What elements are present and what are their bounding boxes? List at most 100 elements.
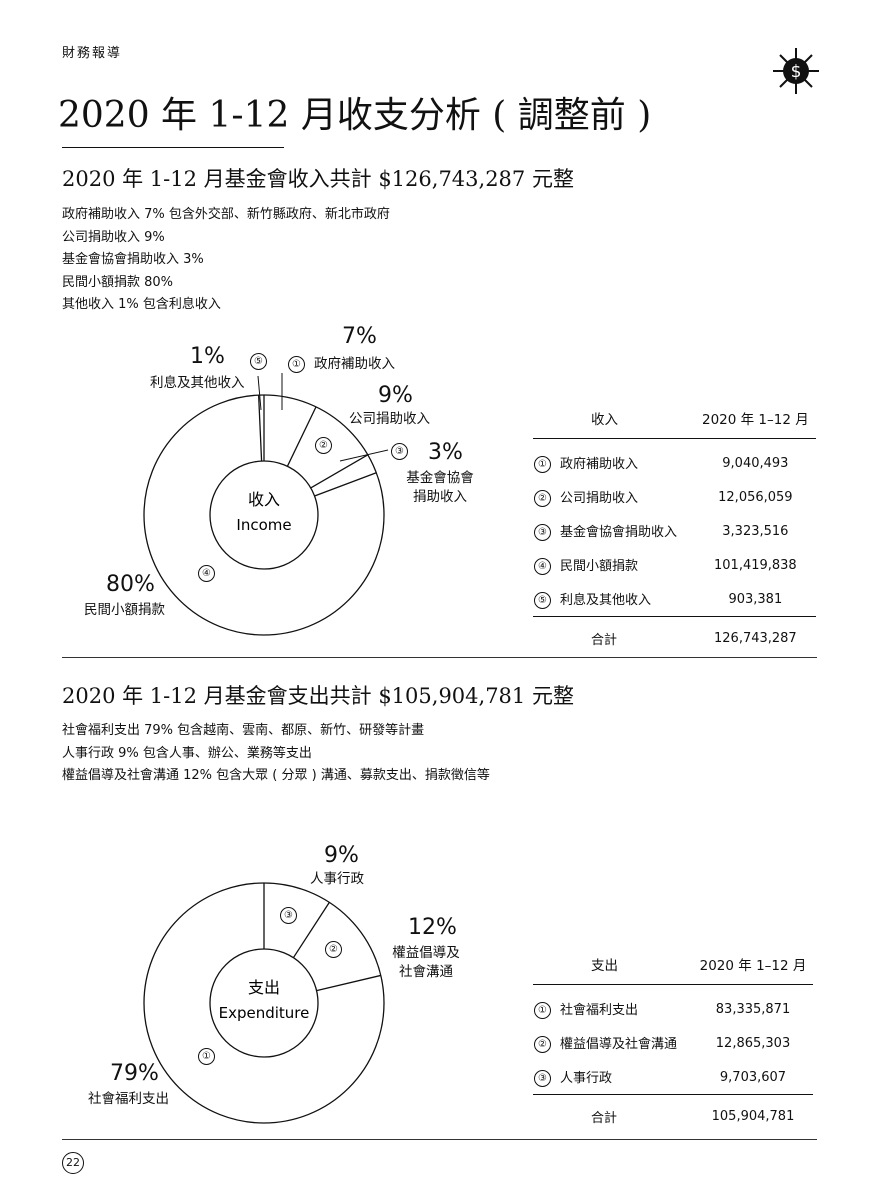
expense-pct-1: 79% (110, 1061, 159, 1086)
row-value: 9,040,493 (722, 455, 789, 471)
income-center-sublabel: Income (236, 516, 291, 534)
income-notes: 政府補助收入 7% 包含外交部、新竹縣政府、新北市政府 公司捐助收入 9% 基金… (62, 204, 390, 317)
row-value: 83,335,871 (715, 1001, 791, 1017)
income-slice-num-3: ③ (391, 443, 408, 460)
section-label: 財務報導 (62, 46, 123, 61)
income-slice-boundary-5 (257, 395, 263, 462)
row-label: 民間小額捐款 (560, 559, 639, 574)
income-center-label: 收入 (248, 490, 280, 509)
row-label: 利息及其他收入 (560, 593, 652, 608)
expense-slice-boundary-2 (292, 901, 330, 959)
expense-label-3: 人事行政 (310, 871, 364, 887)
number-badge: ② (534, 1036, 551, 1053)
income-label-2: 公司捐助收入 (349, 411, 430, 427)
income-note: 公司捐助收入 9% (62, 229, 165, 245)
number-badge: ① (534, 456, 551, 473)
column-header: 支出 (533, 944, 693, 985)
expense-slice-boundary-3 (316, 974, 381, 992)
total-value: 105,904,781 (693, 1094, 813, 1137)
total-label: 合計 (533, 616, 695, 659)
income-label-3: 基金會協會 捐助收入 (400, 469, 480, 507)
income-pct-5: 1% (190, 344, 225, 369)
expense-pct-3: 9% (324, 843, 359, 868)
table-row: ① 社會福利支出 83,335,871 (533, 985, 813, 1027)
income-table: 收入 2020 年 1–12 月 ① 政府補助收入 9,040,493 ② 公司捐助收… (533, 398, 816, 659)
expense-note: 社會福利支出 79% 包含越南、雲南、都原、新竹、研發等計畫 (62, 723, 425, 738)
row-label: 社會福利支出 (560, 1003, 639, 1018)
table-row: ④ 民間小額捐款 101,419,838 (533, 548, 816, 582)
number-badge: ② (534, 490, 551, 507)
expense-slice-num-3: ③ (280, 907, 297, 924)
table-row: ② 公司捐助收入 12,056,059 (533, 480, 816, 514)
number-badge: ③ (534, 1070, 551, 1087)
total-label: 合計 (533, 1094, 693, 1137)
table-total-row: 合計 126,743,287 (533, 616, 816, 659)
row-label: 政府補助收入 (560, 457, 639, 472)
footer-divider (62, 1139, 817, 1140)
income-slice-num-2: ② (315, 437, 332, 454)
income-note: 其他收入 1% 包含利息收入 (62, 297, 221, 312)
column-header: 2020 年 1–12 月 (694, 398, 816, 439)
expense-label-2-line: 社會溝通 (399, 964, 453, 980)
page-title: 2020 年 1-12 月收支分析 ( 調整前 ) (58, 95, 652, 136)
table-header: 收入 2020 年 1–12 月 (533, 398, 816, 439)
income-slice-boundary-3 (310, 454, 369, 489)
income-note: 基金會協會捐助收入 3% (62, 252, 204, 267)
total-value: 126,743,287 (694, 616, 816, 659)
expense-heading: 2020 年 1-12 月基金會支出共計 $105,904,781 元整 (62, 684, 574, 708)
number-badge: ① (534, 1002, 551, 1019)
income-note: 民間小額捐款 80% (62, 274, 174, 290)
income-label-3-line: 捐助收入 (413, 489, 467, 505)
column-header: 收入 (533, 398, 695, 439)
row-value: 101,419,838 (714, 557, 797, 573)
expense-slice-num-2: ② (325, 941, 342, 958)
expense-center-label: 支出 (248, 978, 280, 997)
table-row: ① 政府補助收入 9,040,493 (533, 439, 816, 481)
table-row: ② 權益倡導及社會溝通 12,865,303 (533, 1026, 813, 1060)
number-badge: ⑤ (534, 592, 551, 609)
income-pct-4: 80% (106, 572, 155, 597)
expense-label-2-line: 權益倡導及 (392, 945, 460, 961)
expense-note: 人事行政 9% 包含人事、辦公、業務等支出 (62, 745, 312, 761)
expense-pct-2: 12% (408, 915, 457, 940)
expense-inner-ring (209, 948, 319, 1058)
row-label: 基金會協會捐助收入 (560, 525, 678, 540)
row-value: 903,381 (728, 591, 783, 607)
income-slice-num-5: ⑤ (250, 353, 267, 370)
table-row: ⑤ 利息及其他收入 903,381 (533, 582, 816, 617)
income-label-4: 民間小額捐款 (84, 602, 165, 618)
page-number: 22 (62, 1152, 84, 1174)
row-label: 人事行政 (560, 1071, 613, 1086)
expense-center-sublabel: Expenditure (219, 1004, 310, 1022)
expense-slice-num-1: ① (198, 1048, 215, 1065)
income-label-3-line: 基金會協會 (406, 470, 474, 486)
expense-label-2: 權益倡導及 社會溝通 (383, 944, 469, 982)
income-label-1: ① 政府補助收入 (288, 352, 395, 373)
title-underline (62, 147, 284, 148)
svg-text:$: $ (791, 62, 802, 82)
row-label: 公司捐助收入 (560, 491, 639, 506)
row-value: 9,703,607 (719, 1069, 787, 1085)
expense-label-1: 社會福利支出 (88, 1091, 169, 1107)
expense-note: 權益倡導及社會溝通 12% 包含大眾 ( 分眾 ) 溝通、募款支出、捐款徵信等 (62, 768, 490, 783)
income-slice-boundary-4 (314, 472, 377, 497)
expense-notes: 社會福利支出 79% 包含越南、雲南、都原、新竹、研發等計畫 人事行政 9% 包… (62, 720, 490, 788)
dollar-sun-icon: $ (773, 48, 819, 94)
income-pct-1: 7% (342, 324, 377, 349)
income-pct-3: 3% (428, 440, 463, 465)
income-pct-2: 9% (378, 383, 413, 408)
table-header: 支出 2020 年 1–12 月 (533, 944, 813, 985)
income-heading: 2020 年 1-12 月基金會收入共計 $126,743,287 元整 (62, 167, 574, 191)
income-slice-num-4: ④ (198, 565, 215, 582)
slice-label: 政府補助收入 (314, 356, 395, 372)
table-total-row: 合計 105,904,781 (533, 1094, 813, 1137)
row-value: 12,865,303 (715, 1035, 791, 1051)
expense-table: 支出 2020 年 1–12 月 ① 社會福利支出 83,335,871 ② 權益倡導… (533, 944, 813, 1137)
section-divider (62, 657, 817, 658)
table-row: ③ 人事行政 9,703,607 (533, 1060, 813, 1095)
column-header: 2020 年 1–12 月 (693, 944, 813, 985)
row-value: 3,323,516 (722, 523, 789, 539)
income-label-5: 利息及其他收入 (150, 375, 245, 391)
